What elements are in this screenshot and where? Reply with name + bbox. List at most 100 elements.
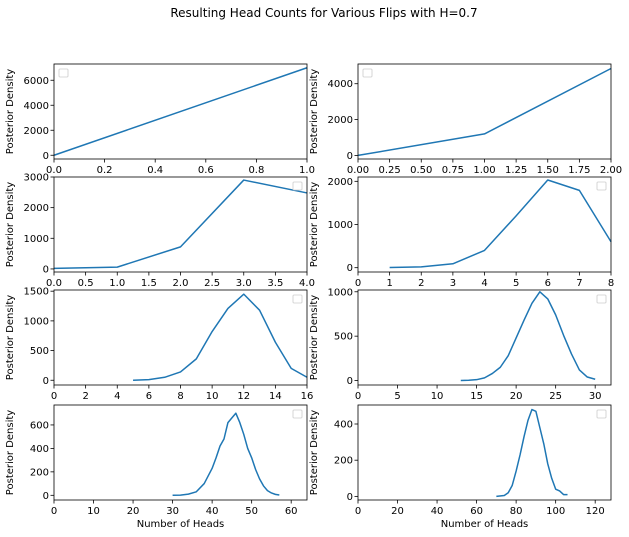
legend-box [596,294,607,304]
x-tick-label: 5 [394,391,400,402]
x-tick-label: 30 [589,391,602,402]
x-tick-label: 8 [608,278,614,289]
subplot-1: 0.0 0.2 0.4 0.6 0.8 1.0 0 2000 4000 6000 Posterior… [5,63,315,176]
y-tick-label: 0 [347,376,353,387]
y-tick-label: 400 [30,444,49,455]
y-tick-label: 0 [43,151,49,162]
x-tick-label: 100 [546,506,565,517]
series-line [357,67,612,157]
y-tick-label: 4000 [24,101,49,112]
x-tick-label: 2 [418,278,424,289]
x-tick-label: 50 [245,506,258,517]
y-tick-label: 0 [43,264,49,275]
x-tick-label: 60 [470,506,483,517]
x-tick-label: 0 [355,391,361,402]
y-axis-label: Posterior Density [309,182,320,267]
y-tick-label: 0 [43,491,49,502]
x-tick-label: 10 [206,391,219,402]
x-tick-label: 6 [146,391,152,402]
y-axis-label: Posterior Density [309,69,320,154]
x-tick-label: 2.00 [600,165,622,176]
axes-frame [53,289,308,386]
y-tick-label: 6000 [24,76,49,87]
x-tick-label: 3.5 [267,278,283,289]
x-tick-label: 120 [586,506,605,517]
x-tick-label: 1.25 [505,165,527,176]
y-tick-label: 2000 [24,126,49,137]
legend-box [596,409,607,419]
x-tick-label: 6 [545,278,551,289]
x-tick-label: 16 [301,391,314,402]
y-tick-label: 2000 [24,203,49,214]
x-tick-label: 4 [114,391,120,402]
x-tick-label: 3 [450,278,456,289]
series-line [53,67,308,156]
subplot-2: 0.00 0.25 0.50 0.75 1.00 1.25 1.50 1.75 2.00 0 200… [309,63,622,176]
x-tick-label: 3.0 [236,278,252,289]
x-axis-label: Number of Heads [441,519,529,530]
x-tick-label: 0.25 [378,165,400,176]
y-tick-label: 600 [30,420,49,431]
x-tick-label: 0.4 [147,165,163,176]
x-tick-label: 60 [285,506,298,517]
x-tick-label: 2 [82,391,88,402]
y-tick-label: 0 [347,492,353,503]
x-tick-label: 10 [87,506,100,517]
series-line [496,408,568,498]
x-tick-label: 15 [470,391,483,402]
x-tick-label: 1.50 [537,165,559,176]
x-tick-label: 0 [355,278,361,289]
y-tick-label: 500 [30,346,49,357]
axes-frame [357,289,612,386]
x-tick-label: 0 [51,391,57,402]
x-tick-label: 1.0 [299,165,315,176]
y-tick-label: 1000 [24,316,49,327]
legend-box [292,409,303,419]
x-tick-label: 40 [206,506,219,517]
axes-frame [53,404,308,501]
y-tick-label: 500 [334,332,353,343]
y-axis-label: Posterior Density [5,295,16,380]
subplot-8: 0 20 40 60 80 100 120 0 200 400 Posterior Density N… [309,404,612,530]
y-tick-label: 2000 [328,177,353,188]
x-tick-label: 14 [269,391,282,402]
y-tick-label: 0 [347,151,353,162]
x-tick-label: 0 [51,506,57,517]
x-tick-label: 2.0 [173,278,189,289]
y-axis-label: Posterior Density [5,410,16,495]
y-axis-label: Posterior Density [309,410,320,495]
y-tick-label: 200 [30,467,49,478]
x-tick-label: 0.0 [46,165,62,176]
x-tick-label: 10 [431,391,444,402]
x-tick-label: 1 [386,278,392,289]
x-tick-label: 1.00 [473,165,495,176]
x-tick-label: 0.0 [46,278,62,289]
legend-box [58,68,69,78]
x-tick-label: 0.75 [442,165,464,176]
axes-frame [53,63,308,160]
x-tick-label: 0.50 [410,165,432,176]
x-tick-label: 0.00 [347,165,369,176]
axes-frame [53,176,308,273]
x-tick-label: 1.0 [109,278,125,289]
legend-box [596,181,607,191]
x-tick-label: 5 [513,278,519,289]
x-tick-label: 20 [391,506,404,517]
y-tick-label: 2000 [328,115,353,126]
x-tick-label: 0.2 [97,165,113,176]
legend-box [292,294,303,304]
y-tick-label: 200 [334,456,353,467]
x-tick-label: 4 [481,278,487,289]
x-tick-label: 0.5 [78,278,94,289]
subplot-grid: 0.0 0.2 0.4 0.6 0.8 1.00200040006000Posterior… [5,63,622,530]
y-tick-label: 4000 [328,79,353,90]
x-tick-label: 20 [510,391,523,402]
series-line [53,179,308,270]
y-tick-label: 1000 [24,234,49,245]
x-tick-label: 0.8 [248,165,264,176]
x-tick-label: 0.6 [198,165,214,176]
y-axis-label: Posterior Density [5,69,16,154]
x-axis-label: Number of Heads [137,519,225,530]
x-tick-label: 2.5 [204,278,220,289]
